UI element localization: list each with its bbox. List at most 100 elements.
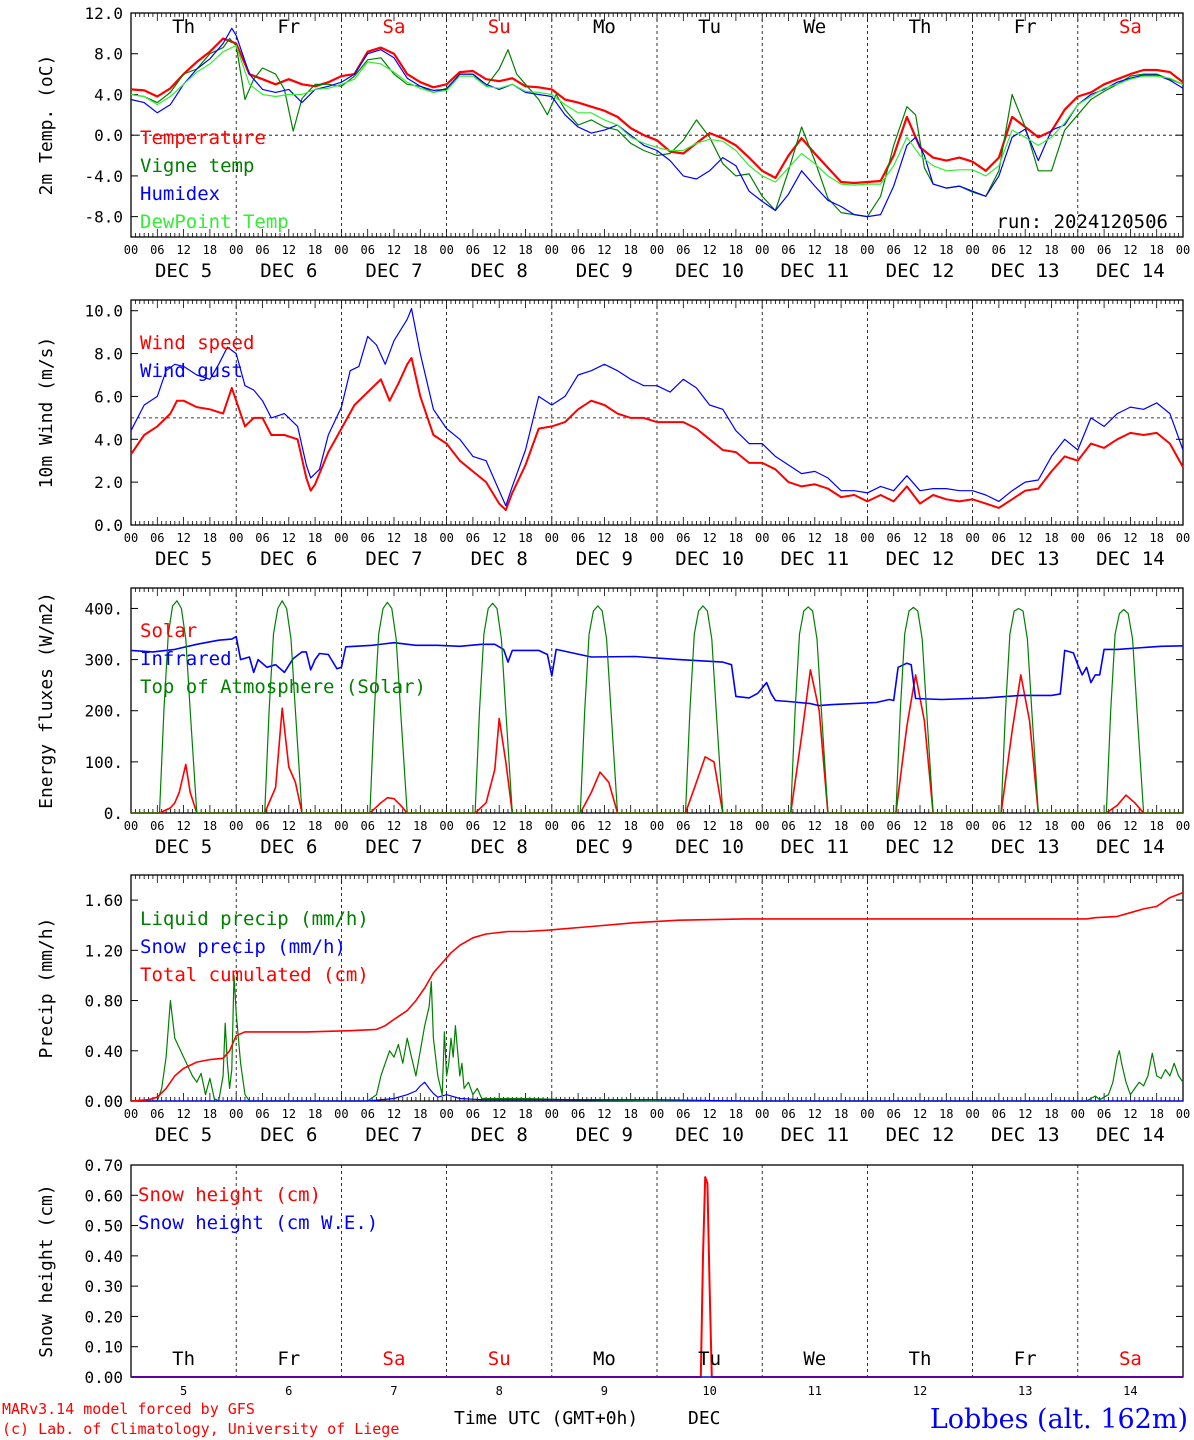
hour-tick-label: 12 bbox=[597, 243, 611, 257]
hour-tick-label: 06 bbox=[1097, 243, 1111, 257]
series-line-liquid-precip-mm-h- bbox=[131, 974, 1184, 1102]
hour-tick-label: 06 bbox=[360, 819, 374, 833]
hour-tick-label: 06 bbox=[466, 1107, 480, 1121]
y-tick-label: 300. bbox=[84, 651, 123, 670]
date-label: DEC 12 bbox=[886, 260, 955, 282]
hour-tick-label: 06 bbox=[571, 819, 585, 833]
hour-tick-label: 06 bbox=[886, 1107, 900, 1121]
hour-tick-label: 00 bbox=[755, 531, 769, 545]
date-label: DEC 5 bbox=[155, 548, 212, 570]
hour-tick-label: 00 bbox=[860, 531, 874, 545]
hour-tick-label: 18 bbox=[834, 819, 848, 833]
date-label: DEC 6 bbox=[260, 836, 317, 858]
hour-tick-label: 00 bbox=[229, 819, 243, 833]
hour-tick-label: 06 bbox=[676, 243, 690, 257]
legend-entry: DewPoint Temp bbox=[140, 211, 289, 233]
legend-entry: Liquid precip (mm/h) bbox=[140, 908, 369, 930]
hour-tick-label: 18 bbox=[413, 819, 427, 833]
legend-entry: Temperature bbox=[140, 127, 266, 149]
y-tick-label: 100. bbox=[84, 753, 123, 772]
hour-tick-label: 00 bbox=[1176, 1107, 1190, 1121]
hour-tick-label: 00 bbox=[650, 243, 664, 257]
legend-entry: Solar bbox=[140, 620, 197, 642]
hour-tick-label: 12 bbox=[1123, 819, 1137, 833]
hour-tick-label: 00 bbox=[650, 819, 664, 833]
hour-tick-label: 12 bbox=[808, 819, 822, 833]
y-tick-label: -4.0 bbox=[84, 167, 123, 186]
hour-tick-label: 06 bbox=[886, 531, 900, 545]
weekday-label: Su bbox=[488, 16, 511, 38]
date-label: DEC 10 bbox=[675, 836, 744, 858]
hour-tick-label: 06 bbox=[676, 819, 690, 833]
hour-tick-label: 00 bbox=[334, 819, 348, 833]
hour-tick-label: 12 bbox=[702, 531, 716, 545]
hour-tick-label: 06 bbox=[150, 819, 164, 833]
hour-tick-label: 12 bbox=[1018, 1107, 1032, 1121]
y-tick-label: 4.0 bbox=[94, 85, 123, 104]
date-label: DEC 11 bbox=[780, 836, 849, 858]
day-number-label: 10 bbox=[702, 1384, 716, 1398]
hour-tick-label: 12 bbox=[176, 1107, 190, 1121]
y-tick-label: 0.00 bbox=[84, 1368, 123, 1387]
day-number-label: 6 bbox=[285, 1384, 292, 1398]
series-line-total-cumulated-cm- bbox=[130, 891, 1184, 1102]
y-axis-label: 10m Wind (m/s) bbox=[36, 337, 57, 489]
hour-tick-label: 00 bbox=[439, 1107, 453, 1121]
hour-tick-label: 18 bbox=[1149, 1107, 1163, 1121]
hour-tick-label: 06 bbox=[255, 243, 269, 257]
weekday-label: Sa bbox=[1119, 1348, 1142, 1370]
weekday-label: Fr bbox=[1014, 1348, 1037, 1370]
hour-tick-label: 00 bbox=[755, 1107, 769, 1121]
series-line-top-of-atmosphere-solar- bbox=[131, 600, 1183, 814]
hour-tick-label: 12 bbox=[808, 243, 822, 257]
hour-tick-label: 12 bbox=[176, 819, 190, 833]
hour-tick-label: 00 bbox=[965, 819, 979, 833]
series-line-vigne-temp bbox=[130, 37, 1184, 218]
hour-tick-label: 06 bbox=[781, 243, 795, 257]
series-line-snow-precip-mm-h- bbox=[131, 1081, 1183, 1102]
hour-tick-label: 12 bbox=[1018, 531, 1032, 545]
hour-tick-label: 12 bbox=[492, 531, 506, 545]
legend-entry: Snow precip (mm/h) bbox=[140, 936, 346, 958]
hour-tick-label: 18 bbox=[1044, 243, 1058, 257]
hour-tick-label: 18 bbox=[834, 1107, 848, 1121]
hour-tick-label: 18 bbox=[308, 819, 322, 833]
series-line-humidex bbox=[130, 27, 1184, 218]
hour-tick-label: 18 bbox=[413, 243, 427, 257]
weekday-label: Th bbox=[172, 1348, 195, 1370]
hour-tick-label: 12 bbox=[597, 819, 611, 833]
hour-tick-label: 12 bbox=[387, 243, 401, 257]
hour-tick-label: 06 bbox=[150, 1107, 164, 1121]
hour-tick-label: 12 bbox=[492, 1107, 506, 1121]
hour-tick-label: 00 bbox=[124, 243, 138, 257]
hour-tick-label: 18 bbox=[413, 531, 427, 545]
y-tick-label: 0. bbox=[104, 804, 123, 823]
hour-tick-label: 06 bbox=[255, 531, 269, 545]
hour-tick-label: 18 bbox=[1149, 819, 1163, 833]
series-line-solar bbox=[131, 668, 1183, 814]
hour-tick-label: 00 bbox=[965, 1107, 979, 1121]
hour-tick-label: 12 bbox=[1123, 243, 1137, 257]
date-label: DEC 7 bbox=[365, 836, 422, 858]
hour-tick-label: 12 bbox=[282, 531, 296, 545]
date-label: DEC 9 bbox=[576, 260, 633, 282]
weekday-label: Sa bbox=[383, 1348, 406, 1370]
hour-tick-label: 06 bbox=[360, 243, 374, 257]
hour-tick-label: 06 bbox=[150, 531, 164, 545]
hour-tick-label: 06 bbox=[676, 1107, 690, 1121]
date-label: DEC 12 bbox=[886, 836, 955, 858]
hour-tick-label: 18 bbox=[518, 819, 532, 833]
hour-tick-label: 06 bbox=[360, 531, 374, 545]
hour-tick-label: 06 bbox=[886, 819, 900, 833]
y-axis-label: Snow height (cm) bbox=[36, 1184, 57, 1357]
hour-tick-label: 12 bbox=[808, 531, 822, 545]
date-label: DEC 9 bbox=[576, 836, 633, 858]
hour-tick-label: 00 bbox=[755, 819, 769, 833]
y-tick-label: 0.10 bbox=[84, 1338, 123, 1357]
hour-tick-label: 18 bbox=[1149, 531, 1163, 545]
y-axis-label: Precip (mm/h) bbox=[36, 918, 57, 1059]
y-tick-label: 0.70 bbox=[84, 1156, 123, 1175]
hour-tick-label: 00 bbox=[860, 819, 874, 833]
y-tick-label: 400. bbox=[84, 599, 123, 618]
